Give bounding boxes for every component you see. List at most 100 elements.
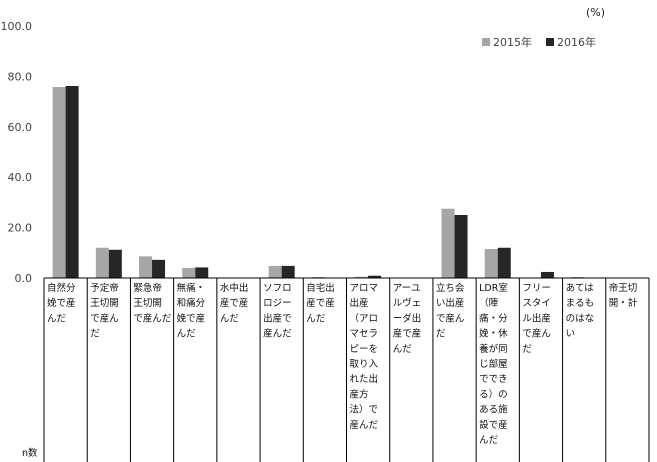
category-label-line: んだ <box>47 313 67 324</box>
bar <box>454 215 468 278</box>
category-label: アーユルヴェーダ出産で産んだ <box>393 283 422 355</box>
category-label-line: フリー <box>522 283 551 294</box>
y-tick-label: 80.0 <box>8 70 33 83</box>
category-label: 緊急帝王切開で産んだ <box>133 282 172 324</box>
category-label-line: 緊急帝 <box>133 282 162 294</box>
category-label-line: まるも <box>566 298 595 309</box>
unit-label: (%) <box>586 6 605 19</box>
y-tick-label: 40.0 <box>8 171 33 184</box>
category-label-line: で産ん <box>522 328 551 340</box>
bar <box>152 259 166 278</box>
category-label-line: 産で産 <box>220 297 249 309</box>
category-label-line: 出産 <box>350 297 369 309</box>
category-label-line: 無痛・ <box>177 282 206 294</box>
category-label-line: ーダ出 <box>393 312 422 324</box>
category-label-line: んだ <box>479 435 499 446</box>
bar <box>65 85 79 278</box>
category-label-line: 水中出 <box>220 282 249 294</box>
bar <box>195 267 209 278</box>
category-label-line: んだ <box>220 313 240 324</box>
category-label-line: 産方 <box>350 388 369 400</box>
bar <box>441 208 455 278</box>
category-label-line: だ <box>522 344 532 355</box>
category-label-line: マセラ <box>350 329 379 340</box>
bar <box>268 265 282 278</box>
category-label-line: で産ん <box>90 312 119 324</box>
category-label-line: 娩・休 <box>479 328 508 340</box>
category-label-line: （アロ <box>350 312 379 324</box>
category-label-line: アーユ <box>393 283 421 294</box>
category-label: 予定帝王切開で産んだ <box>90 282 119 340</box>
category-label-line: 帝王切 <box>609 282 638 294</box>
bar <box>281 265 295 278</box>
category-label-line: 立ち会 <box>436 282 465 294</box>
legend-label: 2015年 <box>493 35 532 49</box>
bar <box>139 256 153 278</box>
bar <box>95 247 109 278</box>
category-label-line: 王切開 <box>90 298 119 309</box>
bar <box>108 249 122 278</box>
bar <box>368 275 382 278</box>
category-label-line: 出産で <box>263 312 292 324</box>
category-label-line: ででき <box>479 374 508 385</box>
category-label-line: 取り入 <box>350 359 379 370</box>
category-label-line: のはな <box>566 313 595 324</box>
category-label-line: 法）で <box>350 404 379 416</box>
category-label-line: だ <box>436 329 446 340</box>
bar <box>484 249 498 278</box>
category-label-line: あては <box>566 283 595 294</box>
category-label-line: る）の <box>479 388 508 400</box>
category-label-line: で産ん <box>436 312 465 324</box>
category-label: あてはまるものはない <box>566 283 595 340</box>
category-label-line: 養が同 <box>479 343 508 355</box>
category-label-line: ル出産 <box>522 312 551 324</box>
y-tick-label: 20.0 <box>8 222 33 235</box>
category-label-line: 自宅出 <box>306 282 335 294</box>
category-label: LDR室 （陣痛・分娩・休養が同じ部屋でできる）のある施設で産んだ <box>479 282 508 446</box>
category-label-line: 予定帝 <box>90 282 119 294</box>
category-label-line: ルヴェ <box>393 297 422 309</box>
y-tick-label: 100.0 <box>1 20 33 33</box>
category-label: 無痛・和痛分娩で産んだ <box>177 282 206 340</box>
category-label-line: 王切開 <box>133 298 162 309</box>
n-label: n数 <box>22 447 38 459</box>
category-label: 帝王切開・計 <box>609 282 638 309</box>
category-label-line: じ部屋 <box>479 358 508 370</box>
bar <box>571 276 585 278</box>
category-label-line: 産で産 <box>393 328 422 340</box>
category-label-line: 開・計 <box>609 297 638 309</box>
bar <box>311 276 325 278</box>
category-label-line: アロマ <box>350 283 379 294</box>
category-label-line: い出産 <box>436 297 465 309</box>
category-label-line: ロジー <box>263 298 292 309</box>
category-label-line: 産で産 <box>306 297 335 309</box>
category-label-line: 設で産 <box>479 419 508 431</box>
category-label-line: 痛・分 <box>479 312 508 324</box>
category-table: 自然分娩で産んだ予定帝王切開で産んだ緊急帝王切開で産んだ無痛・和痛分娩で産んだ水… <box>43 278 650 462</box>
category-label: 水中出産で産んだ <box>220 282 249 324</box>
bars <box>52 85 585 278</box>
bar <box>497 247 511 278</box>
category-label-line: ソフロ <box>263 283 292 294</box>
category-label-line: れた出 <box>350 373 379 385</box>
bar <box>540 271 554 278</box>
category-label-line: で産んだ <box>133 312 172 324</box>
category-label-line: い <box>566 329 576 340</box>
y-axis-tick-labels: 0.0 20.0 40.0 60.0 80.0 100.0 <box>1 20 33 285</box>
category-label-line: 自然分 <box>47 282 76 294</box>
category-label-line: んだ <box>306 313 326 324</box>
legend: 2015年 2016年 <box>482 35 596 49</box>
bar <box>355 276 369 278</box>
y-tick-label: 60.0 <box>8 121 33 134</box>
category-label-line: 産んだ <box>263 328 292 340</box>
category-label: ソフロロジー出産で産んだ <box>263 283 292 340</box>
category-label-line: んだ <box>177 329 197 340</box>
legend-label: 2016年 <box>557 35 596 49</box>
category-label-line: スタイ <box>522 298 551 309</box>
category-label-line: 娩で産 <box>177 312 206 324</box>
category-label-line: だ <box>90 329 100 340</box>
legend-swatch <box>546 38 554 46</box>
category-label: アロマ出産 （アロマセラピーを取り入れた出産方法）で産んだ <box>350 283 379 431</box>
category-label: 立ち会い出産で産んだ <box>436 282 465 340</box>
category-label: 自宅出産で産んだ <box>306 282 335 324</box>
